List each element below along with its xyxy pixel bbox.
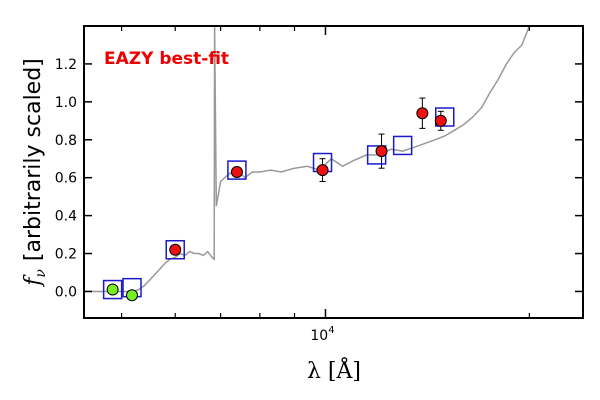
y-axis-label-main: [arbitrarily scaled]	[21, 58, 46, 261]
detection-point	[230, 166, 243, 178]
plot-frame	[83, 25, 584, 319]
model-spectrum-line	[84, 26, 531, 293]
detection-point	[375, 145, 388, 158]
detection-point	[416, 107, 429, 120]
detection-point	[169, 243, 182, 256]
y-tick-label: 0.6	[55, 171, 77, 187]
y-tick-label: 0.0	[55, 284, 77, 300]
axis-ticks-group	[84, 26, 583, 318]
annotation-label: EAZY best-fit	[104, 49, 229, 69]
y-tick-label: 0.8	[55, 133, 77, 149]
y-axis-label-text: fν[arbitrarily scaled]	[21, 58, 49, 288]
detection-point	[316, 164, 329, 177]
y-axis-label: fν[arbitrarily scaled]	[21, 58, 49, 288]
non-detection-point	[126, 289, 139, 302]
y-axis-subscript: ν	[33, 269, 49, 278]
x-axis-label: λ [Å]	[307, 356, 361, 384]
x-tick-label-exponent: 4	[328, 325, 334, 336]
y-tick-label: 1.0	[55, 95, 77, 111]
model-line-group	[84, 26, 531, 293]
model-flux-box	[435, 107, 455, 127]
x-tick-label: 104	[310, 325, 334, 344]
model-flux-box	[392, 135, 413, 156]
photometry-points-group	[106, 107, 447, 302]
y-tick-label: 0.4	[55, 209, 77, 225]
model-flux-box	[102, 279, 123, 300]
model-flux-box	[227, 160, 247, 180]
model-flux-box	[165, 239, 185, 260]
non-detection-point	[106, 283, 119, 296]
tick-labels-group: 0.0 0.2 0.4 0.6 0.8 1.0 1.2 104	[55, 57, 335, 344]
detection-point	[434, 114, 447, 127]
x-tick-label-base: 10	[310, 328, 328, 344]
y-tick-label: 0.2	[55, 247, 77, 263]
y-tick-label: 1.2	[55, 57, 77, 73]
model-flux-group	[102, 107, 455, 300]
